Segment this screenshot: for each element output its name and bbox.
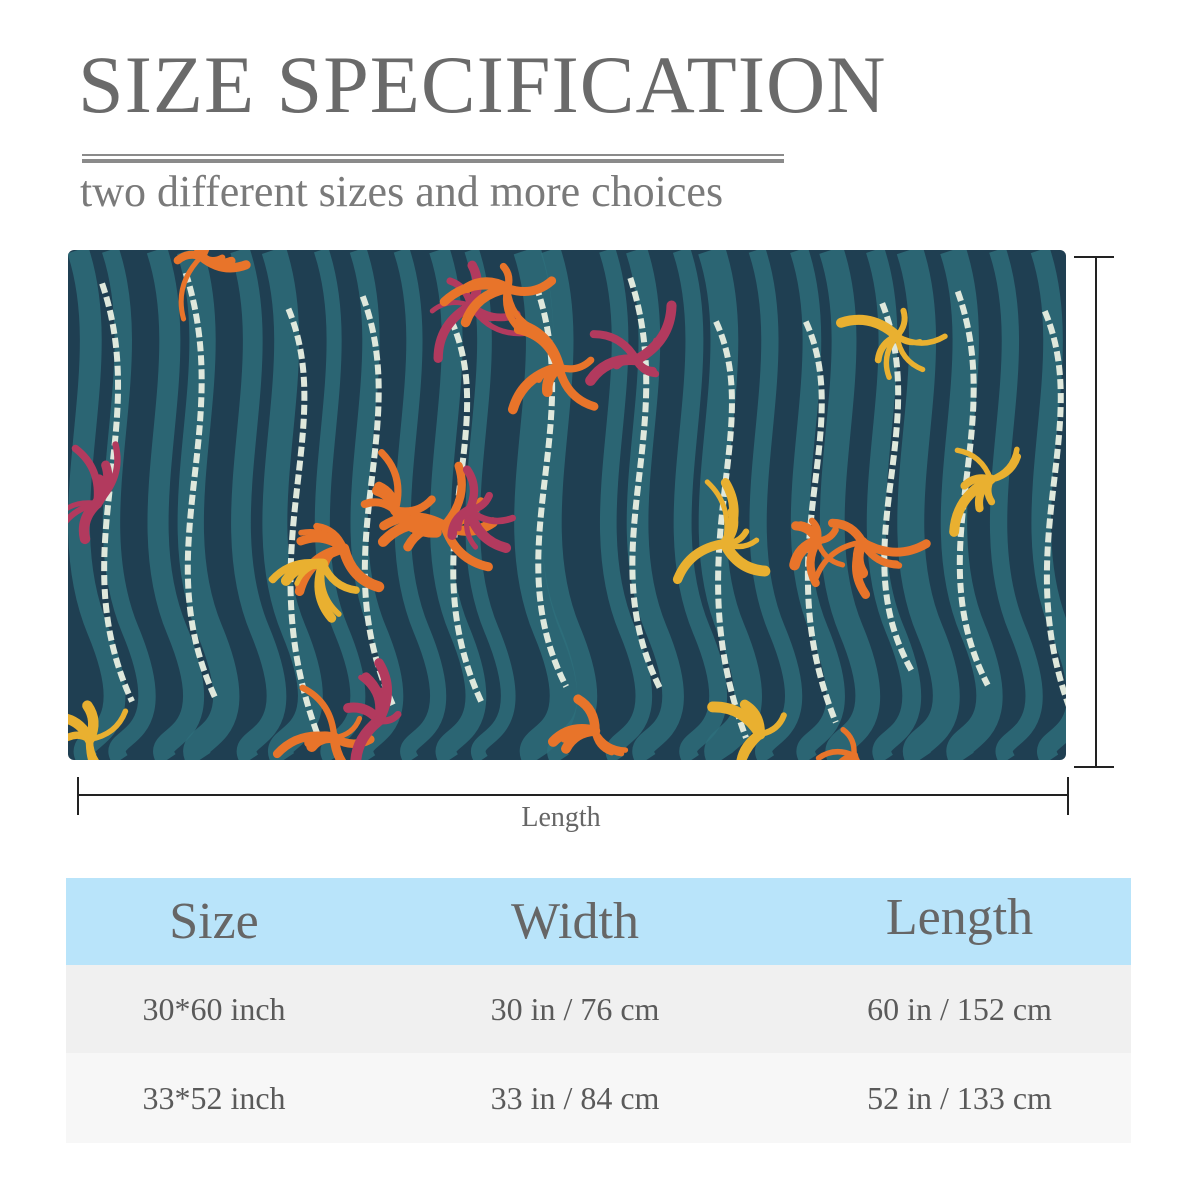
title-divider-thin xyxy=(82,154,784,156)
coral-branch xyxy=(439,280,512,307)
wave-stroke xyxy=(1030,250,1066,760)
length-dimension-cap-right xyxy=(1067,777,1069,815)
column-header-width: Width xyxy=(511,893,639,950)
width-cell: 30 in / 76 cm xyxy=(490,990,660,1027)
coral-branch xyxy=(719,538,771,577)
coral-branch xyxy=(433,300,476,363)
wave-stroke xyxy=(672,250,728,760)
table-row: 33*52 inch 33 in / 84 cm 52 in / 133 cm xyxy=(66,1053,1131,1143)
coral-branch xyxy=(299,684,338,741)
size-cell: 30*60 inch xyxy=(142,990,286,1027)
wave-stroke xyxy=(177,250,240,760)
height-dimension-cap-top xyxy=(1074,256,1114,258)
wave-stroke xyxy=(464,250,516,760)
coral-branch xyxy=(721,528,750,547)
foam-stroke xyxy=(182,271,219,701)
length-dimension-cap-left xyxy=(77,777,79,815)
size-cell: 33*52 inch xyxy=(142,1079,286,1116)
coral-branch xyxy=(858,537,931,557)
coral-branch xyxy=(86,708,129,743)
foam-stroke xyxy=(359,295,396,706)
table-header-row: Size Width Length xyxy=(66,878,1131,965)
wave-stroke xyxy=(599,250,653,760)
coral-branch xyxy=(806,536,822,588)
coral-branch xyxy=(559,724,600,743)
coral-branch xyxy=(86,736,99,760)
width-cell: 33 in / 84 cm xyxy=(490,1079,660,1116)
coral-branch xyxy=(329,733,347,760)
wave-stroke xyxy=(989,250,1043,760)
page-title: SIZE SPECIFICATION xyxy=(78,39,887,130)
coral-branch xyxy=(974,475,995,513)
coral-branch xyxy=(358,674,382,724)
coral-branch xyxy=(196,251,251,273)
coral-branch xyxy=(849,751,859,760)
coral-branch xyxy=(440,461,466,530)
length-cell: 60 in / 152 cm xyxy=(867,990,1052,1027)
height-dimension-cap-bottom xyxy=(1074,766,1114,768)
coral-branch xyxy=(338,543,385,593)
coral-branch xyxy=(318,560,342,617)
foam-stroke xyxy=(285,307,322,738)
foam-stroke xyxy=(879,302,915,674)
wave-stroke xyxy=(748,250,803,760)
coral-branch xyxy=(513,324,564,372)
coral-branch xyxy=(852,537,871,599)
wave-stroke xyxy=(429,250,487,760)
foam-stroke xyxy=(1042,309,1066,707)
column-header-length: Length xyxy=(885,889,1034,946)
coral-branch xyxy=(737,730,764,760)
coral-branch xyxy=(350,715,385,760)
coral-branch xyxy=(813,539,866,581)
length-cell: 52 in / 133 cm xyxy=(867,1079,1052,1116)
foam-stroke xyxy=(713,320,749,739)
size-table: Size Width Length 30*60 inch 30 in / 76 … xyxy=(66,878,1131,1143)
wave-stroke xyxy=(230,250,287,760)
foam-stroke xyxy=(803,320,839,724)
height-dimension-line xyxy=(1095,257,1097,767)
wave-stroke xyxy=(102,250,156,760)
column-header-size: Size xyxy=(169,893,259,950)
coral-branch xyxy=(672,538,730,585)
coral-branch xyxy=(378,449,402,514)
coral-branch xyxy=(93,441,121,507)
coral-branch xyxy=(178,253,205,322)
table-row: 30*60 inch 30 in / 76 cm 60 in / 152 cm xyxy=(66,965,1131,1053)
coral-branch xyxy=(894,333,926,373)
coral-branch xyxy=(196,250,210,261)
wave-stroke xyxy=(261,250,323,760)
wave-stroke xyxy=(146,250,205,760)
coral-branch xyxy=(71,444,102,508)
foam-stroke xyxy=(99,282,135,703)
wave-stroke xyxy=(393,250,447,760)
length-label: Length xyxy=(521,802,601,833)
wave-stroke xyxy=(896,250,960,760)
length-dimension-line xyxy=(78,794,1068,796)
page-subtitle: two different sizes and more choices xyxy=(80,167,724,216)
coral-branch xyxy=(894,333,948,346)
coral-branch xyxy=(836,314,902,342)
title-divider-thick xyxy=(82,159,784,163)
coral-branch xyxy=(269,559,327,584)
ocean-coral-pattern xyxy=(68,250,1066,760)
coral-branch xyxy=(631,300,677,365)
coral-branch xyxy=(447,505,474,540)
towel-product-image xyxy=(68,250,1066,760)
foam-stroke xyxy=(627,276,663,691)
coral-branch xyxy=(68,500,100,524)
wave-stroke xyxy=(513,250,578,760)
